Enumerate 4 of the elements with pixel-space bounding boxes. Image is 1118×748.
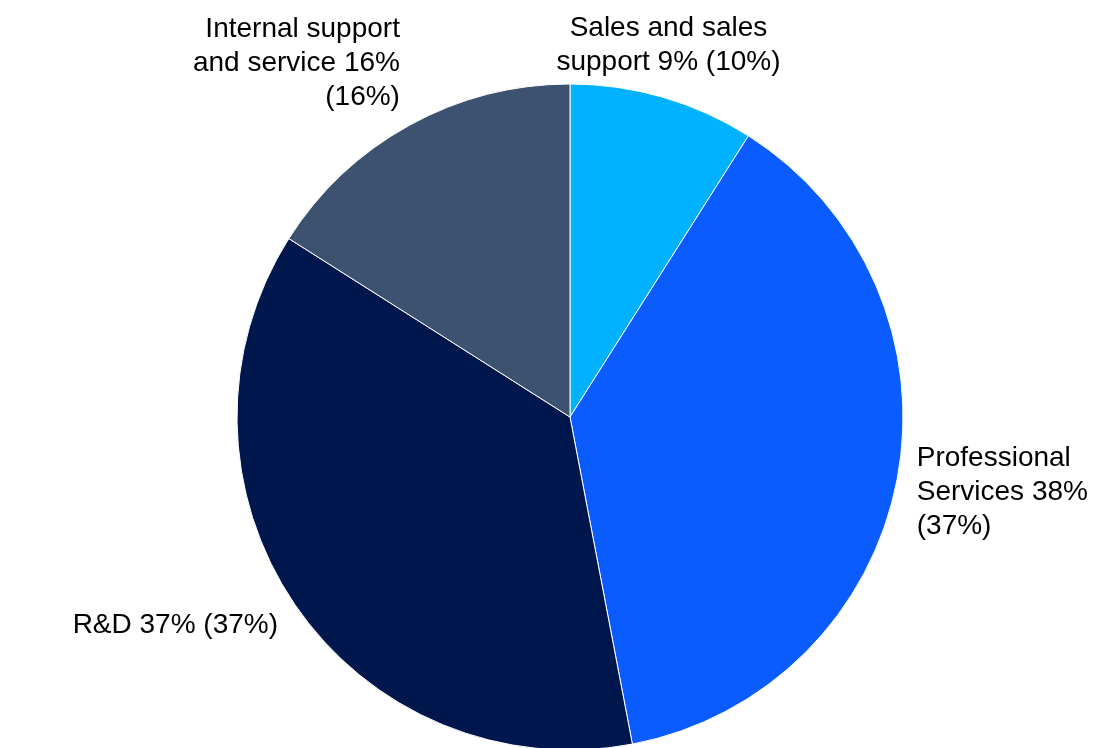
slice-label: Professional Services 38% (37%) [916, 441, 1088, 541]
slice-label: R&D 37% (37%) [72, 607, 279, 639]
slice-label: Internal support and service 16% (16%) [192, 11, 401, 111]
slice-label: Sales and sales support 9% (10%) [556, 11, 781, 77]
